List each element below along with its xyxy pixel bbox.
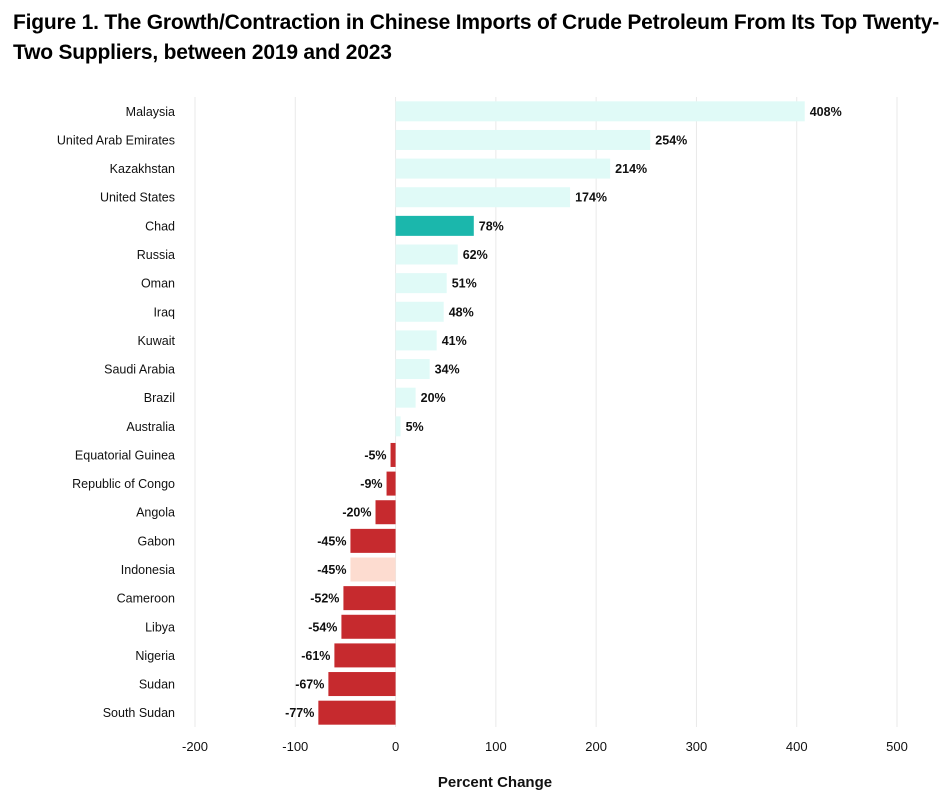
- category-label: Kazakhstan: [110, 162, 175, 176]
- value-label: -5%: [364, 448, 386, 462]
- value-label: 48%: [449, 305, 474, 319]
- bar-cameroon: [343, 586, 396, 611]
- bar-angola: [375, 500, 396, 525]
- category-label: Sudan: [139, 678, 175, 692]
- category-label: Indonesia: [121, 563, 175, 577]
- bar-iraq: [395, 301, 444, 322]
- category-label: Cameroon: [117, 592, 175, 606]
- category-label: Libya: [145, 620, 175, 634]
- bar-russia: [395, 244, 458, 265]
- category-label: Gabon: [137, 534, 175, 548]
- category-label: Saudi Arabia: [104, 363, 175, 377]
- value-label: -45%: [317, 534, 346, 548]
- value-label: -54%: [308, 620, 337, 634]
- x-tick-label: 300: [686, 739, 708, 754]
- value-label: 51%: [452, 277, 477, 291]
- category-label: Kuwait: [137, 334, 175, 348]
- value-label: 174%: [575, 191, 607, 205]
- x-tick-label: 0: [392, 739, 399, 754]
- bar-south-sudan: [318, 700, 396, 725]
- x-tick-label: -100: [282, 739, 308, 754]
- category-label: Angola: [136, 506, 175, 520]
- category-label: South Sudan: [103, 706, 175, 720]
- value-label: 408%: [810, 105, 842, 119]
- value-label: -61%: [301, 649, 330, 663]
- category-label: Australia: [126, 420, 175, 434]
- value-label: 5%: [406, 420, 424, 434]
- x-axis-title: Percent Change: [438, 774, 552, 791]
- value-label: 41%: [442, 334, 467, 348]
- x-tick-label: 100: [485, 739, 507, 754]
- x-tick-label: 200: [585, 739, 607, 754]
- value-label: -9%: [360, 477, 382, 491]
- bar-sudan: [328, 672, 396, 697]
- category-label: Oman: [141, 277, 175, 291]
- bar-united-states: [395, 187, 571, 208]
- value-labels: 408% 254% 214% 174% 78% 62% 51% 48% 41% 34% 20% 5% -…: [285, 105, 842, 720]
- x-tick-label: -200: [182, 739, 208, 754]
- category-label: Brazil: [144, 391, 175, 405]
- bar-gabon: [350, 528, 396, 553]
- bar-libya: [341, 614, 396, 639]
- category-label: United States: [100, 191, 175, 205]
- value-label: 254%: [655, 133, 687, 147]
- value-label: -20%: [342, 506, 371, 520]
- bar-saudi-arabia: [395, 359, 430, 380]
- value-label: 78%: [479, 219, 504, 233]
- chart-title: Figure 1. The Growth/Contraction in Chin…: [13, 11, 940, 64]
- bar-nigeria: [334, 643, 396, 668]
- category-label: United Arab Emirates: [57, 133, 175, 147]
- category-label: Nigeria: [135, 649, 175, 663]
- bar-united-arab-emirates: [395, 129, 651, 150]
- value-label: -77%: [285, 706, 314, 720]
- value-label: 20%: [421, 391, 446, 405]
- value-label: 34%: [435, 363, 460, 377]
- x-tick-label: 500: [886, 739, 908, 754]
- value-label: -45%: [317, 563, 346, 577]
- bar-republic-of-congo: [386, 471, 396, 496]
- value-label: 62%: [463, 248, 488, 262]
- category-label: Malaysia: [126, 105, 175, 119]
- bar-brazil: [395, 387, 416, 408]
- category-label: Chad: [145, 219, 175, 233]
- bar-malaysia: [395, 101, 805, 122]
- category-label: Republic of Congo: [72, 477, 175, 491]
- bar-kuwait: [395, 330, 437, 351]
- category-label: Equatorial Guinea: [75, 448, 175, 462]
- category-labels: Malaysia United Arab Emirates Kazakhstan Un…: [57, 105, 176, 720]
- category-label: Russia: [137, 248, 175, 262]
- category-label: Iraq: [153, 305, 175, 319]
- x-tick-label: 400: [786, 739, 808, 754]
- value-label: -52%: [310, 592, 339, 606]
- value-label: 214%: [615, 162, 647, 176]
- value-label: -67%: [295, 678, 324, 692]
- bars: [318, 101, 805, 725]
- bar-kazakhstan: [395, 158, 611, 179]
- x-tick-labels: -200 -100 0 100 200 300 400 500: [182, 739, 908, 754]
- bar-oman: [395, 273, 447, 294]
- bar-equatorial-guinea: [390, 442, 396, 467]
- bar-indonesia: [350, 557, 396, 582]
- bar-chad: [395, 215, 474, 236]
- bar-australia: [395, 416, 401, 437]
